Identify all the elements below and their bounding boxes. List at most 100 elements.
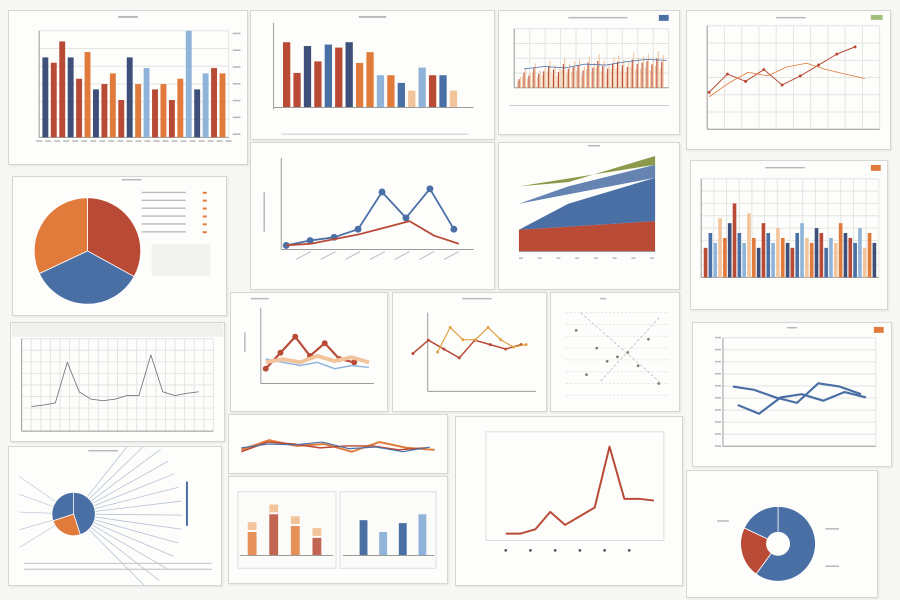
- tick-label: [320, 251, 336, 260]
- data-point: [853, 45, 857, 49]
- legend-label: [825, 528, 840, 530]
- gridlines: [700, 178, 880, 278]
- tick-label: [135, 140, 142, 142]
- chart-svg: [715, 326, 884, 447]
- bar: [398, 523, 407, 556]
- bar: [631, 59, 633, 88]
- bar: [647, 54, 649, 88]
- tick-label: [36, 140, 43, 142]
- bar: [564, 57, 566, 88]
- pie-slice: [33, 197, 88, 275]
- header-strip: [11, 323, 224, 337]
- data-point: [616, 355, 619, 359]
- chart-svg: [565, 297, 670, 396]
- tick-label: [232, 133, 241, 135]
- chart-svg: [244, 297, 374, 384]
- bar: [428, 75, 437, 108]
- bar: [862, 247, 867, 278]
- bar: [42, 57, 49, 138]
- chart-panel-p4: [686, 10, 891, 150]
- bar: [143, 68, 150, 138]
- bar: [247, 531, 257, 556]
- tick-label: [715, 336, 721, 339]
- tick-marker: [603, 549, 606, 552]
- bar: [355, 62, 364, 108]
- legend-swatch: [873, 326, 884, 333]
- bar: [282, 42, 291, 108]
- bar: [843, 233, 848, 278]
- data-point: [488, 343, 492, 347]
- chart-svg: [518, 144, 656, 259]
- tick-label: [189, 140, 196, 142]
- tick-marker: [504, 549, 508, 552]
- tick-label: [612, 257, 617, 259]
- tick-marker: [529, 549, 532, 552]
- tick-label: [537, 257, 542, 259]
- bar: [790, 247, 795, 278]
- tick-label: [144, 140, 151, 142]
- bar: [586, 68, 588, 88]
- bar: [379, 531, 388, 556]
- pie-slice: [87, 197, 142, 278]
- bar: [324, 44, 332, 108]
- bar: [211, 68, 218, 138]
- bar: [633, 52, 635, 88]
- bar: [651, 64, 653, 88]
- data-point: [292, 333, 299, 340]
- bar: [656, 58, 658, 88]
- bar: [640, 68, 642, 88]
- chart-panel-p14: [8, 446, 222, 586]
- bar: [795, 233, 800, 278]
- bar: [615, 68, 617, 88]
- data-point: [282, 241, 290, 249]
- tick-label: [715, 397, 721, 399]
- tick-label: [232, 66, 241, 68]
- bar: [84, 52, 91, 138]
- legend-swatch: [658, 14, 669, 21]
- chart-svg: [509, 14, 670, 106]
- tick-label: [232, 32, 241, 35]
- bar: [101, 84, 108, 138]
- tick-label: [443, 251, 460, 260]
- bar: [853, 242, 857, 278]
- bar: [554, 65, 556, 88]
- bar: [642, 56, 645, 88]
- bar: [595, 67, 597, 88]
- bar: [809, 242, 814, 278]
- bar: [824, 247, 828, 278]
- chart-title: [250, 297, 269, 300]
- chart-svg: [717, 506, 840, 582]
- chart-title: [121, 178, 142, 181]
- data-point: [448, 325, 452, 329]
- chart-panel-p3: [498, 10, 680, 135]
- bar: [576, 70, 578, 88]
- bar: [805, 237, 809, 278]
- bar: [625, 72, 627, 88]
- pie-slice: [73, 491, 96, 536]
- legend-swatch: [202, 215, 207, 218]
- bar: [588, 56, 590, 88]
- chart-svg: [36, 15, 241, 142]
- data-point: [585, 373, 588, 376]
- bar: [581, 74, 583, 88]
- tick-label: [72, 140, 79, 142]
- bar: [345, 42, 353, 108]
- bar: [59, 41, 66, 138]
- data-point: [725, 72, 729, 76]
- data-point: [321, 340, 328, 347]
- data-point: [647, 337, 650, 341]
- bar: [645, 67, 647, 88]
- data-point: [402, 214, 410, 222]
- tick-label: [715, 445, 721, 447]
- bar: [528, 75, 530, 88]
- chart-title: [588, 144, 600, 147]
- tick-label: [207, 140, 214, 142]
- area-band: [518, 177, 656, 230]
- tick-label: [232, 49, 241, 51]
- bar: [376, 75, 385, 108]
- series-line: [241, 439, 435, 453]
- bar: [567, 68, 569, 88]
- bar: [536, 77, 538, 88]
- bar: [703, 247, 708, 278]
- bar: [538, 73, 540, 88]
